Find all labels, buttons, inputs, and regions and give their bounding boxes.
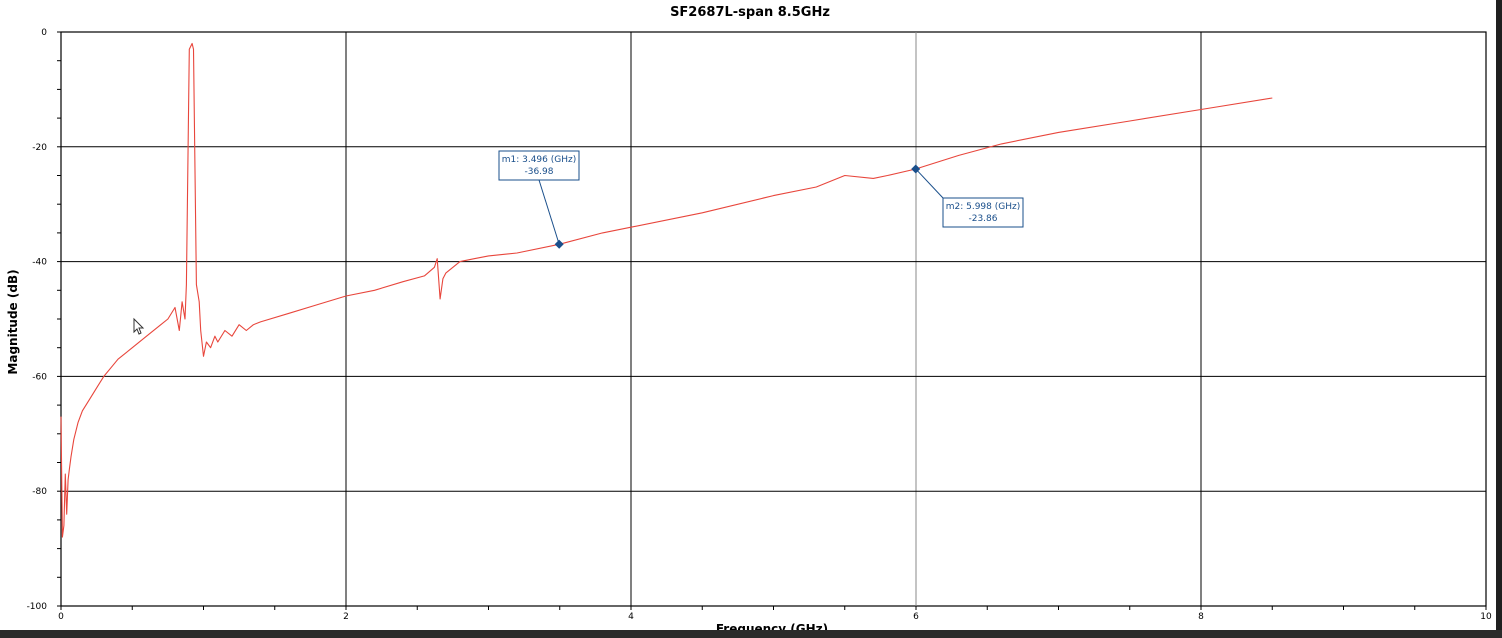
series-line [60, 42, 1273, 538]
marker-callout-box [942, 197, 1024, 228]
marker-leader-line [915, 168, 944, 199]
marker-diamond-icon[interactable] [554, 239, 564, 249]
window-border [1496, 0, 1502, 638]
chart-title: SF2687L-span 8.5GHz [670, 5, 830, 20]
marker-value: -36.98 [524, 167, 553, 177]
x-tick-label: 0 [58, 612, 64, 622]
markers[interactable]: m1: 3.496 (GHz) -36.98 m2: 5.998 (GHz) -23.… [498, 150, 1024, 249]
marker-m2[interactable]: m2: 5.998 (GHz) -23.86 [911, 164, 1024, 228]
x-tick-label: 8 [1198, 612, 1204, 622]
marker-m1[interactable]: m1: 3.496 (GHz) -36.98 [498, 150, 580, 249]
axis-ticks: 0 2 4 6 8 10 0 -20 -40 -60 -80 -100 [27, 28, 1492, 622]
y-tick-label: -80 [32, 487, 47, 497]
marker-diamond-icon[interactable] [911, 164, 921, 174]
x-tick-label: 6 [913, 612, 919, 622]
grid [60, 31, 1487, 607]
x-tick-label: 2 [343, 612, 349, 622]
mouse-cursor-icon [133, 317, 145, 335]
y-tick-label: -20 [32, 143, 47, 153]
series [60, 42, 1273, 538]
y-tick-label: -100 [27, 602, 48, 612]
marker-callout-box [498, 150, 580, 181]
y-tick-label: -60 [32, 372, 47, 382]
marker-label: m2: 5.998 (GHz) [946, 202, 1021, 212]
x-tick-label: 10 [1480, 612, 1492, 622]
y-tick-label: 0 [41, 28, 47, 38]
marker-leader-line [538, 179, 560, 245]
marker-value: -23.86 [968, 214, 997, 224]
taskbar-strip [0, 630, 1502, 638]
plot-frame [60, 31, 1487, 607]
x-tick-label: 4 [628, 612, 634, 622]
y-tick-label: -40 [32, 258, 47, 268]
marker-label: m1: 3.496 (GHz) [502, 155, 577, 165]
